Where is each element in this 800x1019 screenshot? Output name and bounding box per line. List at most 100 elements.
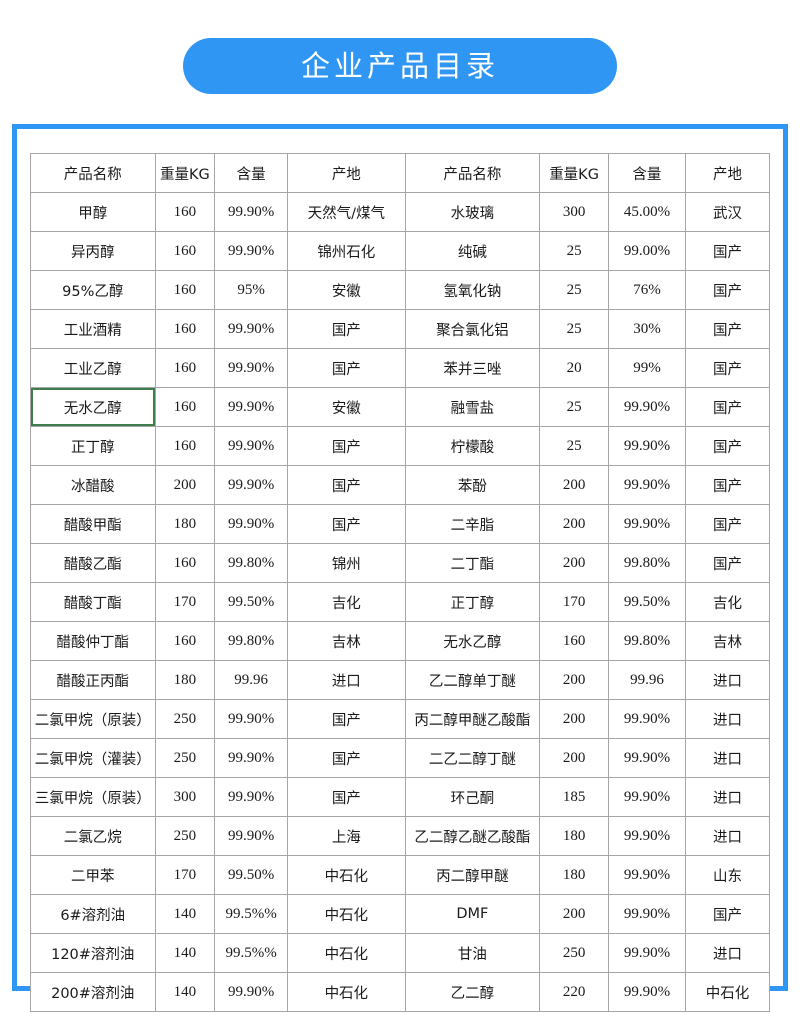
cell-3[interactable]: 吉林 xyxy=(287,621,406,661)
cell-2[interactable]: 99.90% xyxy=(214,348,289,388)
cell-6[interactable]: 30% xyxy=(607,309,686,349)
cell-5[interactable]: 200 xyxy=(539,543,609,583)
cell-0[interactable]: 醋酸仲丁酯 xyxy=(30,621,156,661)
cell-7[interactable]: 山东 xyxy=(684,855,771,895)
cell-1[interactable]: 160 xyxy=(154,387,216,427)
cell-5[interactable]: 200 xyxy=(539,465,609,505)
cell-6[interactable]: 99% xyxy=(607,348,686,388)
cell-1[interactable]: 180 xyxy=(154,660,216,700)
cell-2[interactable]: 99.90% xyxy=(214,426,289,466)
cell-7[interactable]: 进口 xyxy=(684,738,771,778)
cell-6[interactable]: 99.96 xyxy=(607,660,686,700)
cell-1[interactable]: 140 xyxy=(154,972,216,1012)
cell-1[interactable]: 160 xyxy=(154,348,216,388)
cell-2[interactable]: 99.96 xyxy=(214,660,289,700)
cell-4[interactable]: 二辛脂 xyxy=(404,504,541,544)
cell-4[interactable]: 乙二醇 xyxy=(404,972,541,1012)
column-header-3[interactable]: 产地 xyxy=(287,153,406,193)
cell-5[interactable]: 200 xyxy=(539,699,609,739)
cell-6[interactable]: 99.90% xyxy=(607,504,686,544)
cell-5[interactable]: 25 xyxy=(539,426,609,466)
cell-5[interactable]: 180 xyxy=(539,816,609,856)
cell-0[interactable]: 120#溶剂油 xyxy=(30,933,156,973)
cell-0[interactable]: 三氯甲烷（原装） xyxy=(30,777,156,817)
cell-2[interactable]: 99.90% xyxy=(214,309,289,349)
cell-1[interactable]: 180 xyxy=(154,504,216,544)
cell-1[interactable]: 170 xyxy=(154,582,216,622)
cell-3[interactable]: 中石化 xyxy=(287,972,406,1012)
cell-5[interactable]: 25 xyxy=(539,387,609,427)
cell-4[interactable]: DMF xyxy=(404,894,541,934)
cell-1[interactable]: 140 xyxy=(154,933,216,973)
cell-2[interactable]: 99.90% xyxy=(214,231,289,271)
cell-1[interactable]: 160 xyxy=(154,426,216,466)
cell-2[interactable]: 99.90% xyxy=(214,387,289,427)
selected-cell[interactable]: 无水乙醇 xyxy=(30,387,156,427)
cell-4[interactable]: 无水乙醇 xyxy=(404,621,541,661)
cell-4[interactable]: 二乙二醇丁醚 xyxy=(404,738,541,778)
cell-5[interactable]: 25 xyxy=(539,231,609,271)
cell-5[interactable]: 25 xyxy=(539,309,609,349)
cell-4[interactable]: 乙二醇单丁醚 xyxy=(404,660,541,700)
cell-7[interactable]: 进口 xyxy=(684,660,771,700)
cell-6[interactable]: 99.80% xyxy=(607,543,686,583)
cell-6[interactable]: 99.90% xyxy=(607,387,686,427)
cell-5[interactable]: 170 xyxy=(539,582,609,622)
cell-0[interactable]: 工业乙醇 xyxy=(30,348,156,388)
cell-5[interactable]: 200 xyxy=(539,504,609,544)
cell-0[interactable]: 醋酸正丙酯 xyxy=(30,660,156,700)
cell-2[interactable]: 99.90% xyxy=(214,699,289,739)
cell-4[interactable]: 乙二醇乙醚乙酸酯 xyxy=(404,816,541,856)
cell-2[interactable]: 99.90% xyxy=(214,972,289,1012)
cell-3[interactable]: 安徽 xyxy=(287,270,406,310)
cell-6[interactable]: 76% xyxy=(607,270,686,310)
cell-0[interactable]: 冰醋酸 xyxy=(30,465,156,505)
cell-3[interactable]: 吉化 xyxy=(287,582,406,622)
cell-1[interactable]: 160 xyxy=(154,231,216,271)
cell-5[interactable]: 25 xyxy=(539,270,609,310)
cell-7[interactable]: 国产 xyxy=(684,309,771,349)
cell-7[interactable]: 进口 xyxy=(684,933,771,973)
cell-5[interactable]: 185 xyxy=(539,777,609,817)
cell-7[interactable]: 武汉 xyxy=(684,192,771,232)
cell-4[interactable]: 正丁醇 xyxy=(404,582,541,622)
cell-1[interactable]: 140 xyxy=(154,894,216,934)
cell-4[interactable]: 聚合氯化铝 xyxy=(404,309,541,349)
cell-6[interactable]: 99.90% xyxy=(607,894,686,934)
cell-7[interactable]: 国产 xyxy=(684,348,771,388)
cell-0[interactable]: 正丁醇 xyxy=(30,426,156,466)
cell-0[interactable]: 二氯甲烷（原装） xyxy=(30,699,156,739)
cell-1[interactable]: 300 xyxy=(154,777,216,817)
cell-4[interactable]: 柠檬酸 xyxy=(404,426,541,466)
cell-7[interactable]: 国产 xyxy=(684,465,771,505)
cell-7[interactable]: 国产 xyxy=(684,504,771,544)
cell-0[interactable]: 甲醇 xyxy=(30,192,156,232)
cell-1[interactable]: 250 xyxy=(154,699,216,739)
cell-3[interactable]: 安徽 xyxy=(287,387,406,427)
cell-6[interactable]: 99.90% xyxy=(607,855,686,895)
cell-3[interactable]: 进口 xyxy=(287,660,406,700)
cell-1[interactable]: 160 xyxy=(154,309,216,349)
cell-4[interactable]: 环己酮 xyxy=(404,777,541,817)
cell-4[interactable]: 丙二醇甲醚乙酸酯 xyxy=(404,699,541,739)
cell-2[interactable]: 99.90% xyxy=(214,465,289,505)
cell-3[interactable]: 中石化 xyxy=(287,894,406,934)
cell-3[interactable]: 国产 xyxy=(287,348,406,388)
cell-1[interactable]: 250 xyxy=(154,738,216,778)
cell-1[interactable]: 160 xyxy=(154,270,216,310)
cell-7[interactable]: 国产 xyxy=(684,387,771,427)
cell-3[interactable]: 上海 xyxy=(287,816,406,856)
cell-7[interactable]: 中石化 xyxy=(684,972,771,1012)
cell-4[interactable]: 苯酚 xyxy=(404,465,541,505)
cell-3[interactable]: 天然气/煤气 xyxy=(287,192,406,232)
cell-7[interactable]: 国产 xyxy=(684,426,771,466)
cell-2[interactable]: 99.90% xyxy=(214,738,289,778)
cell-0[interactable]: 二氯乙烷 xyxy=(30,816,156,856)
cell-0[interactable]: 二甲苯 xyxy=(30,855,156,895)
cell-1[interactable]: 160 xyxy=(154,192,216,232)
cell-2[interactable]: 99.90% xyxy=(214,777,289,817)
cell-7[interactable]: 国产 xyxy=(684,894,771,934)
cell-6[interactable]: 99.90% xyxy=(607,699,686,739)
column-header-1[interactable]: 重量KG xyxy=(154,153,216,193)
cell-3[interactable]: 锦州石化 xyxy=(287,231,406,271)
